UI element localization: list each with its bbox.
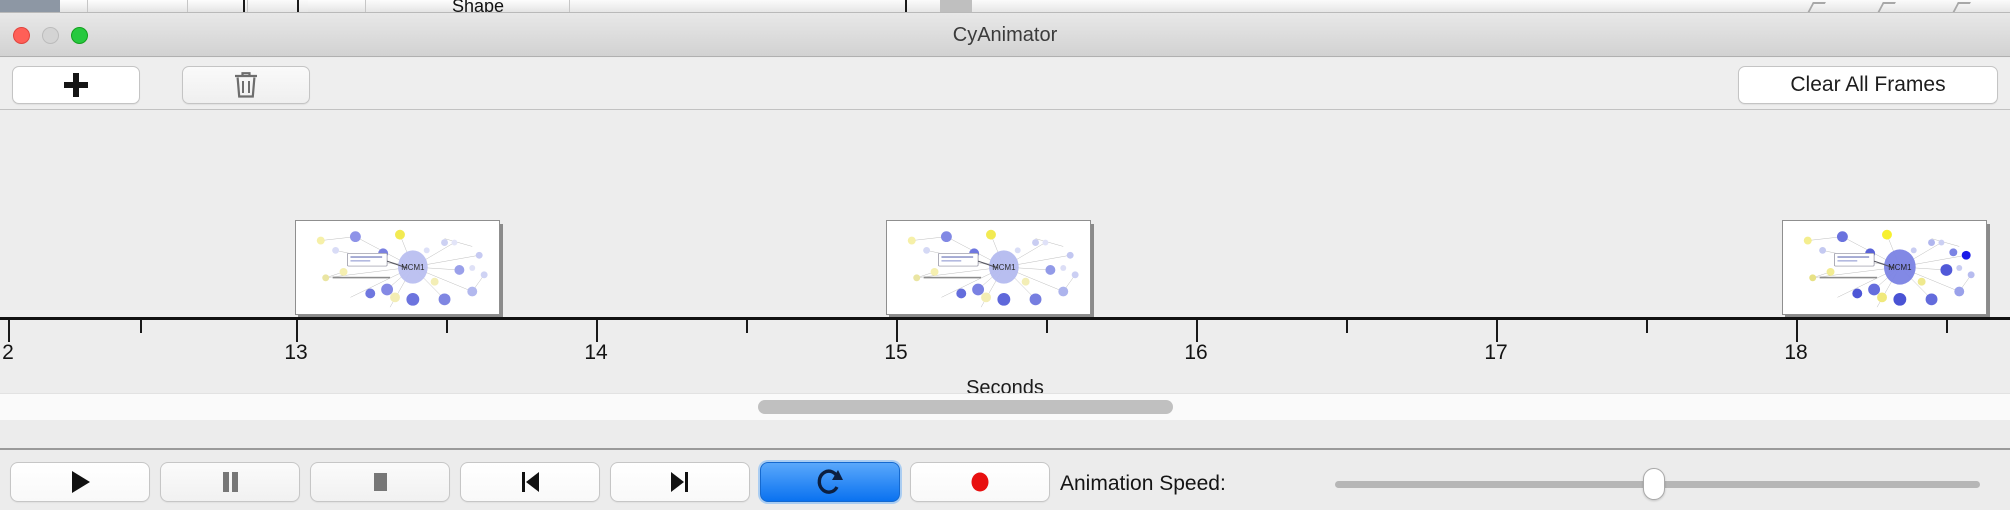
add-frame-button[interactable]	[12, 66, 140, 104]
pause-button[interactable]	[160, 462, 300, 502]
window-title: CyAnimator	[952, 24, 1058, 46]
skip-end-icon	[671, 472, 688, 492]
network-graph-preview: MCM1	[296, 221, 499, 314]
record-icon	[971, 472, 989, 492]
clear-all-frames-label: Clear All Frames	[1790, 73, 1946, 96]
timeline-scrollbar[interactable]	[0, 393, 2010, 420]
bg-segment	[188, 0, 248, 12]
toolbar: Clear All Frames	[0, 58, 2010, 110]
bg-segment	[940, 0, 972, 12]
ruler-tick-minor	[1046, 320, 1048, 333]
playback-control-bar: Animation Speed:	[0, 448, 2010, 510]
animation-speed-slider-knob[interactable]	[1643, 468, 1665, 500]
traffic-lights	[13, 27, 88, 44]
close-button[interactable]	[13, 27, 30, 44]
ruler-tick-major	[1796, 320, 1798, 342]
animation-speed-label: Animation Speed:	[1060, 472, 1226, 495]
chevron-icon	[1807, 2, 1826, 12]
skip-to-end-button[interactable]	[610, 462, 750, 502]
loop-button[interactable]	[760, 462, 900, 502]
delete-frame-button[interactable]	[182, 66, 310, 104]
svg-text:MCM1: MCM1	[1888, 263, 1911, 272]
stop-icon	[374, 473, 387, 491]
keyframe-thumbnail[interactable]: MCM1	[295, 220, 500, 315]
ruler-tick-major	[8, 320, 10, 342]
ruler-label: 17	[1484, 341, 1508, 364]
ruler-tick-major	[1196, 320, 1198, 342]
zoom-button[interactable]	[71, 27, 88, 44]
loop-icon	[817, 469, 843, 494]
ruler-label: 16	[1184, 341, 1208, 364]
ruler-tick-minor	[1946, 320, 1948, 333]
plus-icon	[64, 73, 88, 97]
keyframe-thumbnail[interactable]: MCM1	[886, 220, 1091, 315]
network-graph-preview: MCM1	[1783, 221, 1986, 314]
ruler-tick-minor	[746, 320, 748, 333]
timeline-scrollbar-thumb[interactable]	[758, 400, 1173, 414]
bg-segment	[380, 0, 570, 12]
timeline-ruler[interactable]: 2 13 14 15 16 17 18	[0, 317, 2010, 364]
ruler-tick-major	[896, 320, 898, 342]
bg-shape-label: Shape	[452, 0, 505, 13]
skip-start-icon	[522, 472, 539, 492]
chevron-icon	[1952, 2, 1971, 12]
ruler-label: 18	[1784, 341, 1808, 364]
stop-button[interactable]	[310, 462, 450, 502]
ruler-tick-major	[1496, 320, 1498, 342]
keyframe-thumbnail[interactable]: MCM1	[1782, 220, 1987, 315]
bg-dark-block	[0, 0, 60, 12]
background-app-strip: Shape	[0, 0, 2010, 13]
ruler-label: 2	[2, 341, 14, 364]
ruler-tick-minor	[446, 320, 448, 333]
ruler-tick-minor	[1646, 320, 1648, 333]
bg-segment	[88, 0, 188, 12]
ruler-axis-line	[0, 317, 2010, 320]
bg-segment	[60, 0, 88, 12]
bg-segment	[308, 0, 366, 12]
record-button[interactable]	[910, 462, 1050, 502]
chevron-icon	[1877, 2, 1896, 12]
ruler-tick-minor	[140, 320, 142, 333]
ruler-label: 14	[584, 341, 608, 364]
bg-tick	[243, 0, 245, 12]
svg-text:MCM1: MCM1	[992, 263, 1015, 272]
title-bar: CyAnimator	[0, 13, 2010, 57]
ruler-tick-major	[296, 320, 298, 342]
ruler-tick-minor	[1346, 320, 1348, 333]
play-icon	[72, 471, 90, 493]
trash-icon	[235, 72, 257, 98]
svg-text:MCM1: MCM1	[401, 263, 424, 272]
skip-to-start-button[interactable]	[460, 462, 600, 502]
clear-all-frames-button[interactable]: Clear All Frames	[1738, 66, 1998, 104]
ruler-tick-major	[596, 320, 598, 342]
play-button[interactable]	[10, 462, 150, 502]
timeline-panel[interactable]: MCM1	[0, 110, 2010, 420]
bg-tick	[905, 0, 907, 12]
animation-speed-slider[interactable]	[1335, 468, 1980, 500]
pause-icon	[223, 472, 238, 492]
ruler-label: 13	[284, 341, 308, 364]
network-graph-preview: MCM1	[887, 221, 1090, 314]
bg-tick	[297, 0, 299, 12]
ruler-label: 15	[884, 341, 908, 364]
minimize-button[interactable]	[42, 27, 59, 44]
